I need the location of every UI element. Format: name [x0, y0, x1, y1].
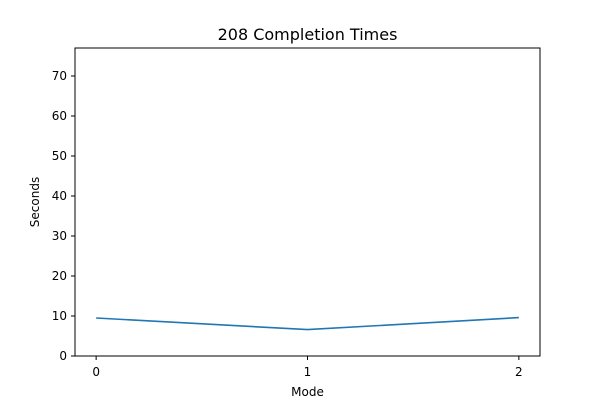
x-tick-label: 1: [304, 365, 312, 379]
y-tick-label: 40: [52, 189, 67, 203]
y-axis: 0 10 20 30 40 50 60 70: [52, 69, 75, 363]
x-axis-label: Mode: [291, 385, 324, 399]
x-tick-label: 0: [92, 365, 100, 379]
series-line: [96, 316, 519, 331]
y-tick-label: 60: [52, 109, 67, 123]
x-axis: 0 1 2: [92, 356, 523, 379]
y-tick-label: 70: [52, 69, 67, 83]
plot-area-frame: [74, 47, 541, 357]
x-tick-label: 2: [515, 365, 523, 379]
series-group: [96, 316, 519, 331]
y-tick-label: 10: [52, 309, 67, 323]
y-axis-label: Seconds: [28, 177, 42, 227]
y-tick-label: 50: [52, 149, 67, 163]
chart-title: 208 Completion Times: [218, 25, 398, 44]
y-tick-label: 20: [52, 269, 67, 283]
y-tick-label: 30: [52, 229, 67, 243]
y-tick-label: 0: [59, 349, 67, 363]
